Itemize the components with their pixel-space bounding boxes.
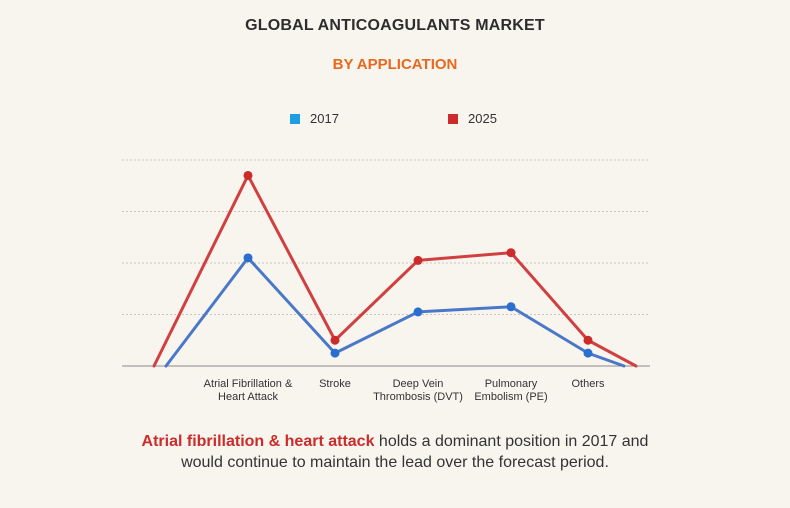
data-point-2025 — [330, 335, 340, 345]
chart-title: GLOBAL ANTICOAGULANTS MARKET — [245, 17, 545, 34]
legend-label-2017: 2017 — [310, 111, 339, 126]
legend-item-2017: 2017 — [290, 111, 339, 126]
legend-swatch-2025 — [448, 113, 458, 124]
data-point-2017 — [583, 348, 593, 358]
legend-swatch-2017 — [290, 113, 300, 124]
data-point-2025 — [413, 255, 423, 265]
chart-caption: Atrial fibrillation & heart attack holds… — [0, 431, 790, 473]
data-point-2017 — [330, 348, 340, 358]
data-point-2017 — [243, 253, 253, 263]
legend-item-2025: 2025 — [448, 111, 497, 126]
caption-line1: holds a dominant position in 2017 and — [374, 433, 649, 450]
caption-line2: would continue to maintain the lead over… — [181, 454, 609, 471]
x-tick-label: Atrial Fibrillation & Heart Attack — [204, 378, 293, 403]
chart-subtitle: BY APPLICATION — [332, 56, 458, 73]
x-tick-label: Stroke — [319, 378, 351, 390]
x-tick-label: Pulmonary Embolism (PE) — [474, 378, 547, 403]
caption-highlight: Atrial fibrillation & heart attack — [141, 433, 375, 450]
series-line-2017 — [164, 256, 626, 368]
data-point-2025 — [243, 170, 253, 180]
data-point-2017 — [506, 302, 516, 312]
data-point-2017 — [413, 307, 423, 317]
legend-label-2025: 2025 — [468, 111, 497, 126]
x-tick-label: Others — [571, 378, 605, 390]
x-tick-label: Deep Vein Thrombosis (DVT) — [373, 378, 463, 403]
data-point-2025 — [506, 248, 516, 258]
line-chart: Atrial Fibrillation & Heart Attack Stroke D… — [122, 159, 650, 403]
data-point-2025 — [583, 335, 593, 345]
